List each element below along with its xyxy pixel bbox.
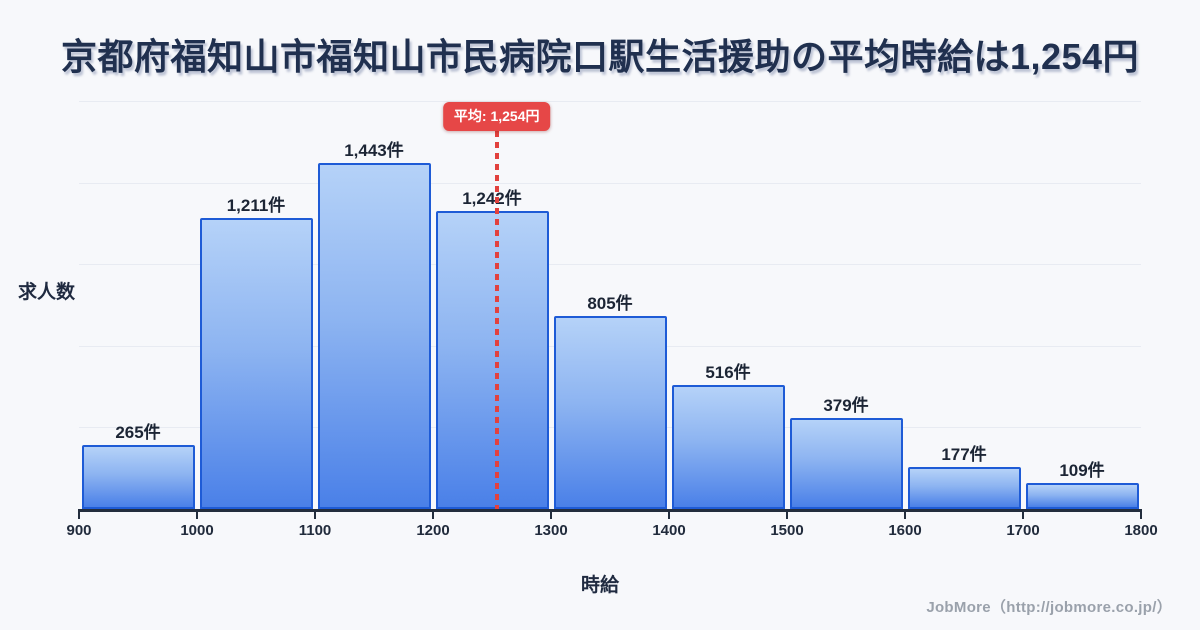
histogram-bar: [671, 385, 785, 509]
x-axis-line: [78, 509, 1142, 512]
histogram-bar: [199, 218, 313, 509]
x-tick-label: 1700: [1006, 522, 1040, 539]
histogram-bar: [789, 418, 903, 509]
histogram-bar: [317, 162, 431, 509]
bar-value-label: 1,242件: [462, 188, 522, 208]
x-tick-label: 1800: [1124, 522, 1158, 539]
bar-value-label: 265件: [115, 423, 161, 443]
x-tick-label: 1000: [180, 522, 214, 539]
histogram-bar: [435, 210, 549, 509]
histogram-bar: [1025, 482, 1139, 509]
x-tick-mark: [314, 512, 316, 519]
x-tick-mark: [432, 512, 434, 519]
x-tick-label: 1400: [652, 522, 686, 539]
x-tick-label: 900: [66, 522, 92, 539]
bar-value-label: 805件: [587, 293, 633, 313]
bar-value-label: 1,211件: [226, 196, 286, 216]
bar-value-label: 109件: [1059, 460, 1105, 480]
histogram-bar: [553, 315, 667, 509]
y-axis-title: 求人数: [18, 282, 76, 303]
gridline: [79, 182, 1141, 184]
x-tick-mark: [78, 512, 80, 519]
x-tick-label: 1600: [888, 522, 922, 539]
x-tick-label: 1100: [298, 522, 332, 539]
x-tick-mark: [196, 512, 198, 519]
bar-value-label: 177件: [941, 444, 987, 464]
x-tick-mark: [550, 512, 552, 519]
bar-value-label: 379件: [823, 396, 869, 416]
bar-value-label: 1,443件: [344, 140, 404, 160]
footer-credit: JobMore（http://jobmore.co.jp/）: [926, 599, 1172, 616]
average-dashed-line: [494, 131, 499, 509]
x-tick-mark: [786, 512, 788, 519]
bar-value-label: 516件: [705, 363, 751, 383]
x-axis-title: 時給: [580, 575, 619, 596]
x-tick-mark: [1022, 512, 1024, 519]
histogram-bar: [907, 466, 1021, 509]
x-tick-label: 1200: [416, 522, 450, 539]
x-tick-mark: [668, 512, 670, 519]
x-tick-mark: [904, 512, 906, 519]
x-tick-mark: [1140, 512, 1142, 519]
x-tick-label: 1300: [534, 522, 568, 539]
histogram-bar: [81, 445, 195, 509]
chart-title: 京都府福知山市福知山市民病院口駅生活援助の平均時給は1,254円: [60, 36, 1140, 77]
gridline: [79, 264, 1141, 266]
average-wage-badge: 平均: 1,254円: [442, 102, 551, 131]
x-tick-label: 1500: [770, 522, 804, 539]
gridline: [79, 101, 1141, 102]
